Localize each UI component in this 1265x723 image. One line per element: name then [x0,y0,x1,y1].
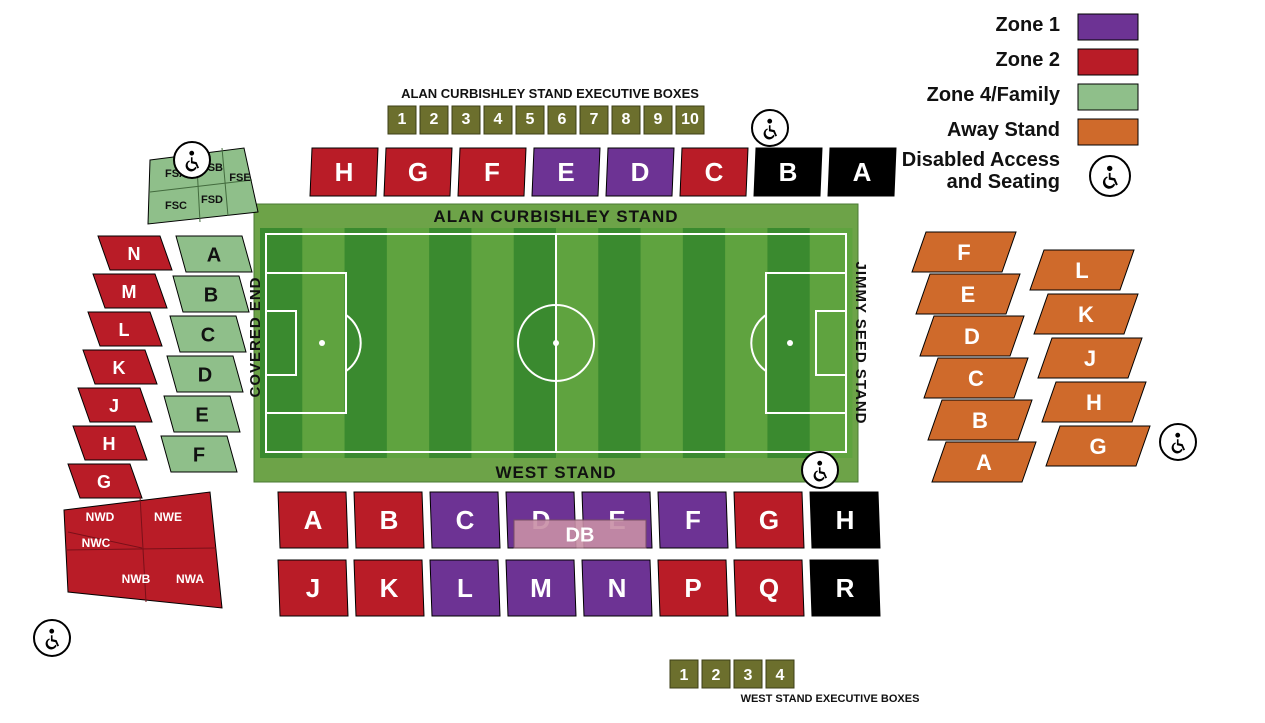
pitch-stripe [556,228,599,458]
svg-text:G: G [408,157,428,187]
svg-text:F: F [484,157,500,187]
fs-block-label: FSE [229,172,250,184]
pitch-stripe [387,228,430,458]
svg-text:E: E [961,282,976,307]
svg-text:2: 2 [430,111,439,128]
legend-swatch [1078,14,1138,40]
svg-text:P: P [684,573,701,603]
svg-text:8: 8 [622,111,631,128]
svg-text:N: N [128,244,141,264]
svg-text:L: L [119,320,130,340]
svg-text:6: 6 [558,111,567,128]
svg-text:H: H [103,434,116,454]
svg-text:B: B [972,408,988,433]
svg-text:F: F [685,505,701,535]
svg-text:H: H [1086,390,1102,415]
svg-text:M: M [122,282,137,302]
legend-label: Away Stand [947,119,1060,141]
svg-text:A: A [853,157,872,187]
top-exec-title: ALAN CURBISHLEY STAND EXECUTIVE BOXES [401,86,699,101]
svg-text:1: 1 [680,667,689,684]
pitch-stripe [641,228,684,458]
legend-swatch [1078,119,1138,145]
svg-text:2: 2 [712,667,721,684]
svg-text:J: J [109,396,119,416]
svg-text:J: J [306,573,320,603]
svg-text:DB: DB [566,524,595,546]
svg-text:C: C [201,324,215,346]
nw-block-label: NWE [154,510,182,524]
svg-text:C: C [705,157,724,187]
svg-text:H: H [335,157,354,187]
svg-text:B: B [779,157,798,187]
svg-text:A: A [304,505,323,535]
pitch-stripe [725,228,768,458]
svg-text:3: 3 [744,667,753,684]
svg-text:9: 9 [654,111,663,128]
svg-text:K: K [380,573,399,603]
nw-block-label: NWA [176,572,204,586]
bottom-exec-title: WEST STAND EXECUTIVE BOXES [741,693,920,705]
legend-label: Zone 1 [996,14,1060,36]
fs-block-label: FSC [165,200,187,212]
svg-text:7: 7 [590,111,599,128]
svg-text:3: 3 [462,111,471,128]
svg-text:E: E [195,404,208,426]
svg-text:K: K [1078,302,1094,327]
svg-text:J: J [1084,346,1096,371]
nw-block-label: NWC [82,536,111,550]
fs-block-label: FSD [201,194,223,206]
svg-text:G: G [759,505,779,535]
svg-text:4: 4 [776,667,785,684]
legend-label: Zone 4/Family [927,84,1061,106]
svg-text:G: G [1089,434,1106,459]
svg-text:5: 5 [526,111,535,128]
svg-text:G: G [97,472,111,492]
svg-text:F: F [957,240,970,265]
svg-text:D: D [631,157,650,187]
legend-swatch [1078,49,1138,75]
south-stand-label: WEST STAND [495,463,616,482]
svg-text:A: A [207,244,221,266]
pitch-stripe [683,228,726,458]
legend-label: Zone 2 [996,49,1060,71]
north-stand-label: ALAN CURBISHLEY STAND [433,207,678,226]
pitch-stripe [471,228,514,458]
pitch-stripe [598,228,641,458]
pitch-stripe [429,228,472,458]
nw-block-label: NWB [122,572,151,586]
svg-text:L: L [457,573,473,603]
pitch-stripe [345,228,388,458]
svg-text:and Seating: and Seating [947,171,1060,193]
nw-block-label: NWD [86,510,115,524]
svg-text:E: E [557,157,574,187]
east-stand-label: JIMMY SEED STAND [852,262,869,425]
svg-text:Q: Q [759,573,779,603]
svg-text:1: 1 [398,111,407,128]
svg-text:4: 4 [494,111,503,128]
svg-text:F: F [193,444,205,466]
svg-text:M: M [530,573,552,603]
svg-text:N: N [608,573,627,603]
svg-text:B: B [204,284,218,306]
legend-disabled-label: Disabled Access [902,149,1060,171]
svg-text:K: K [113,358,126,378]
pitch-stripe [514,228,557,458]
svg-text:R: R [836,573,855,603]
svg-text:H: H [836,505,855,535]
svg-text:L: L [1075,258,1088,283]
svg-text:A: A [976,450,992,475]
svg-text:B: B [380,505,399,535]
svg-text:D: D [964,324,980,349]
svg-text:C: C [456,505,475,535]
svg-text:10: 10 [681,111,699,128]
legend-swatch [1078,84,1138,110]
svg-text:D: D [198,364,212,386]
svg-text:C: C [968,366,984,391]
